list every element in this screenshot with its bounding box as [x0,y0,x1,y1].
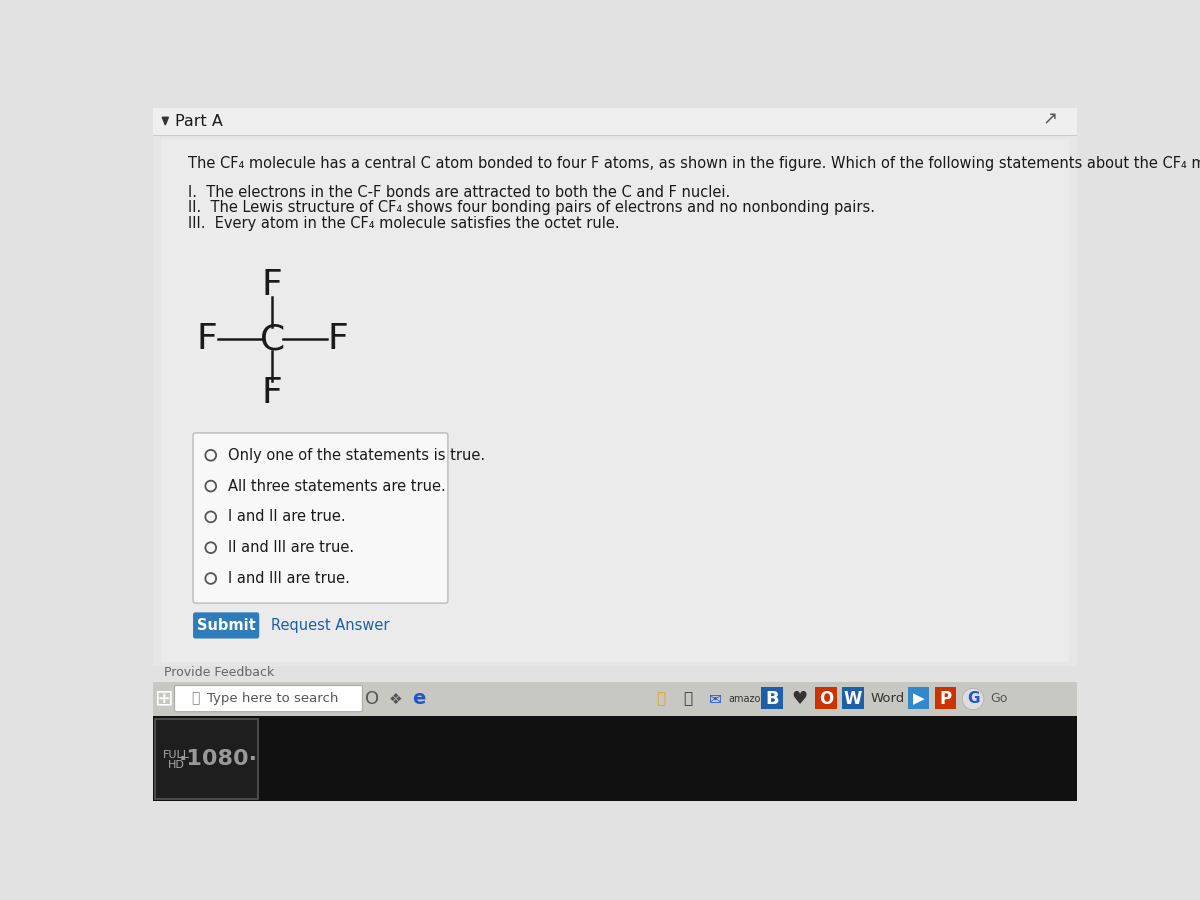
Text: II and III are true.: II and III are true. [228,540,354,555]
FancyBboxPatch shape [174,686,362,712]
FancyBboxPatch shape [761,687,782,708]
FancyBboxPatch shape [907,687,929,708]
Text: F: F [197,322,217,356]
Text: Request Answer: Request Answer [271,618,389,633]
Text: 🛍: 🛍 [684,691,692,707]
Text: FULL: FULL [163,750,190,760]
Text: All three statements are true.: All three statements are true. [228,479,445,493]
Text: O: O [365,690,379,708]
FancyBboxPatch shape [842,687,864,708]
Text: Provide Feedback: Provide Feedback [163,666,274,680]
FancyBboxPatch shape [155,718,258,798]
Text: HD: HD [168,760,185,770]
Text: F: F [262,268,283,302]
Text: ·1080·: ·1080· [179,749,258,769]
Text: 🔍: 🔍 [192,691,200,706]
Text: C: C [259,322,284,356]
FancyBboxPatch shape [154,716,1078,801]
Text: I and III are true.: I and III are true. [228,571,349,586]
Text: G: G [967,691,979,707]
FancyBboxPatch shape [154,135,1078,666]
Text: Part A: Part A [174,114,222,130]
Text: Go: Go [990,692,1007,706]
Text: ❖: ❖ [389,691,402,707]
FancyBboxPatch shape [154,681,1078,716]
Text: Submit: Submit [197,618,256,633]
Text: ▶: ▶ [912,691,924,707]
FancyBboxPatch shape [161,139,1069,662]
Text: III.  Every atom in the CF₄ molecule satisfies the octet rule.: III. Every atom in the CF₄ molecule sati… [187,216,619,230]
Text: ♥: ♥ [792,690,808,708]
FancyBboxPatch shape [154,108,1078,135]
Text: P: P [940,690,952,708]
Text: amazon: amazon [728,694,767,704]
FancyBboxPatch shape [193,612,259,638]
Text: Word: Word [871,692,905,706]
Text: O: O [818,690,833,708]
Text: ⊞: ⊞ [155,689,174,709]
Text: I.  The electrons in the C-F bonds are attracted to both the C and F nuclei.: I. The electrons in the C-F bonds are at… [187,185,730,200]
Text: F: F [262,376,283,410]
Text: Type here to search: Type here to search [206,692,338,705]
Text: ✉: ✉ [709,691,721,707]
Text: II.  The Lewis structure of CF₄ shows four bonding pairs of electrons and no non: II. The Lewis structure of CF₄ shows fou… [187,201,875,215]
Text: e: e [412,689,425,708]
FancyBboxPatch shape [154,108,1078,801]
Text: I and II are true.: I and II are true. [228,509,346,525]
Text: ↗: ↗ [1043,111,1057,129]
Text: W: W [844,690,862,708]
FancyBboxPatch shape [935,687,956,708]
Text: The CF₄ molecule has a central C atom bonded to four F atoms, as shown in the fi: The CF₄ molecule has a central C atom bo… [187,156,1200,171]
FancyBboxPatch shape [193,433,448,603]
Text: 🏠: 🏠 [656,691,666,707]
Text: B: B [766,690,779,708]
Polygon shape [162,117,168,125]
FancyBboxPatch shape [815,687,836,708]
Circle shape [962,688,984,710]
Text: Only one of the statements is true.: Only one of the statements is true. [228,448,485,463]
Text: F: F [328,322,348,356]
